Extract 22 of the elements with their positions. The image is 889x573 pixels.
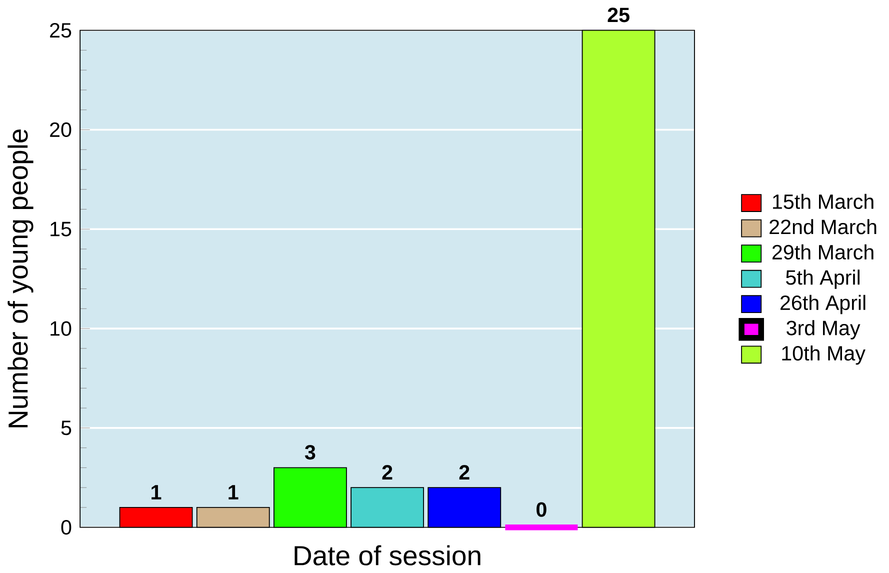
legend-label: 10th May [782,345,866,365]
y-tick-label: 20 [50,122,72,138]
y-tick-label: 25 [50,22,72,38]
y-tick-label: 15 [50,222,72,236]
legend-label: 3rd May [786,320,860,340]
x-axis-title: Date of session [294,545,480,566]
data-label: 3 [304,444,316,460]
data-label: 2 [459,465,470,480]
legend-label: 26th April [780,294,866,314]
y-axis-title: Number of young people [8,129,34,428]
data-label: 25 [608,8,630,22]
data-label: 0 [536,502,546,517]
legend-label: 22nd March [770,219,876,234]
data-label: 2 [382,465,392,480]
data-label: 1 [152,485,162,500]
y-tick-label: 10 [50,321,72,336]
legend-label: 29th March [772,244,874,260]
legend-label: 5th April [786,270,860,289]
data-label: 1 [228,485,238,500]
y-tick-label: 5 [61,420,72,436]
y-tick-label: 0 [61,520,72,535]
legend-label: 15th March [773,194,874,209]
